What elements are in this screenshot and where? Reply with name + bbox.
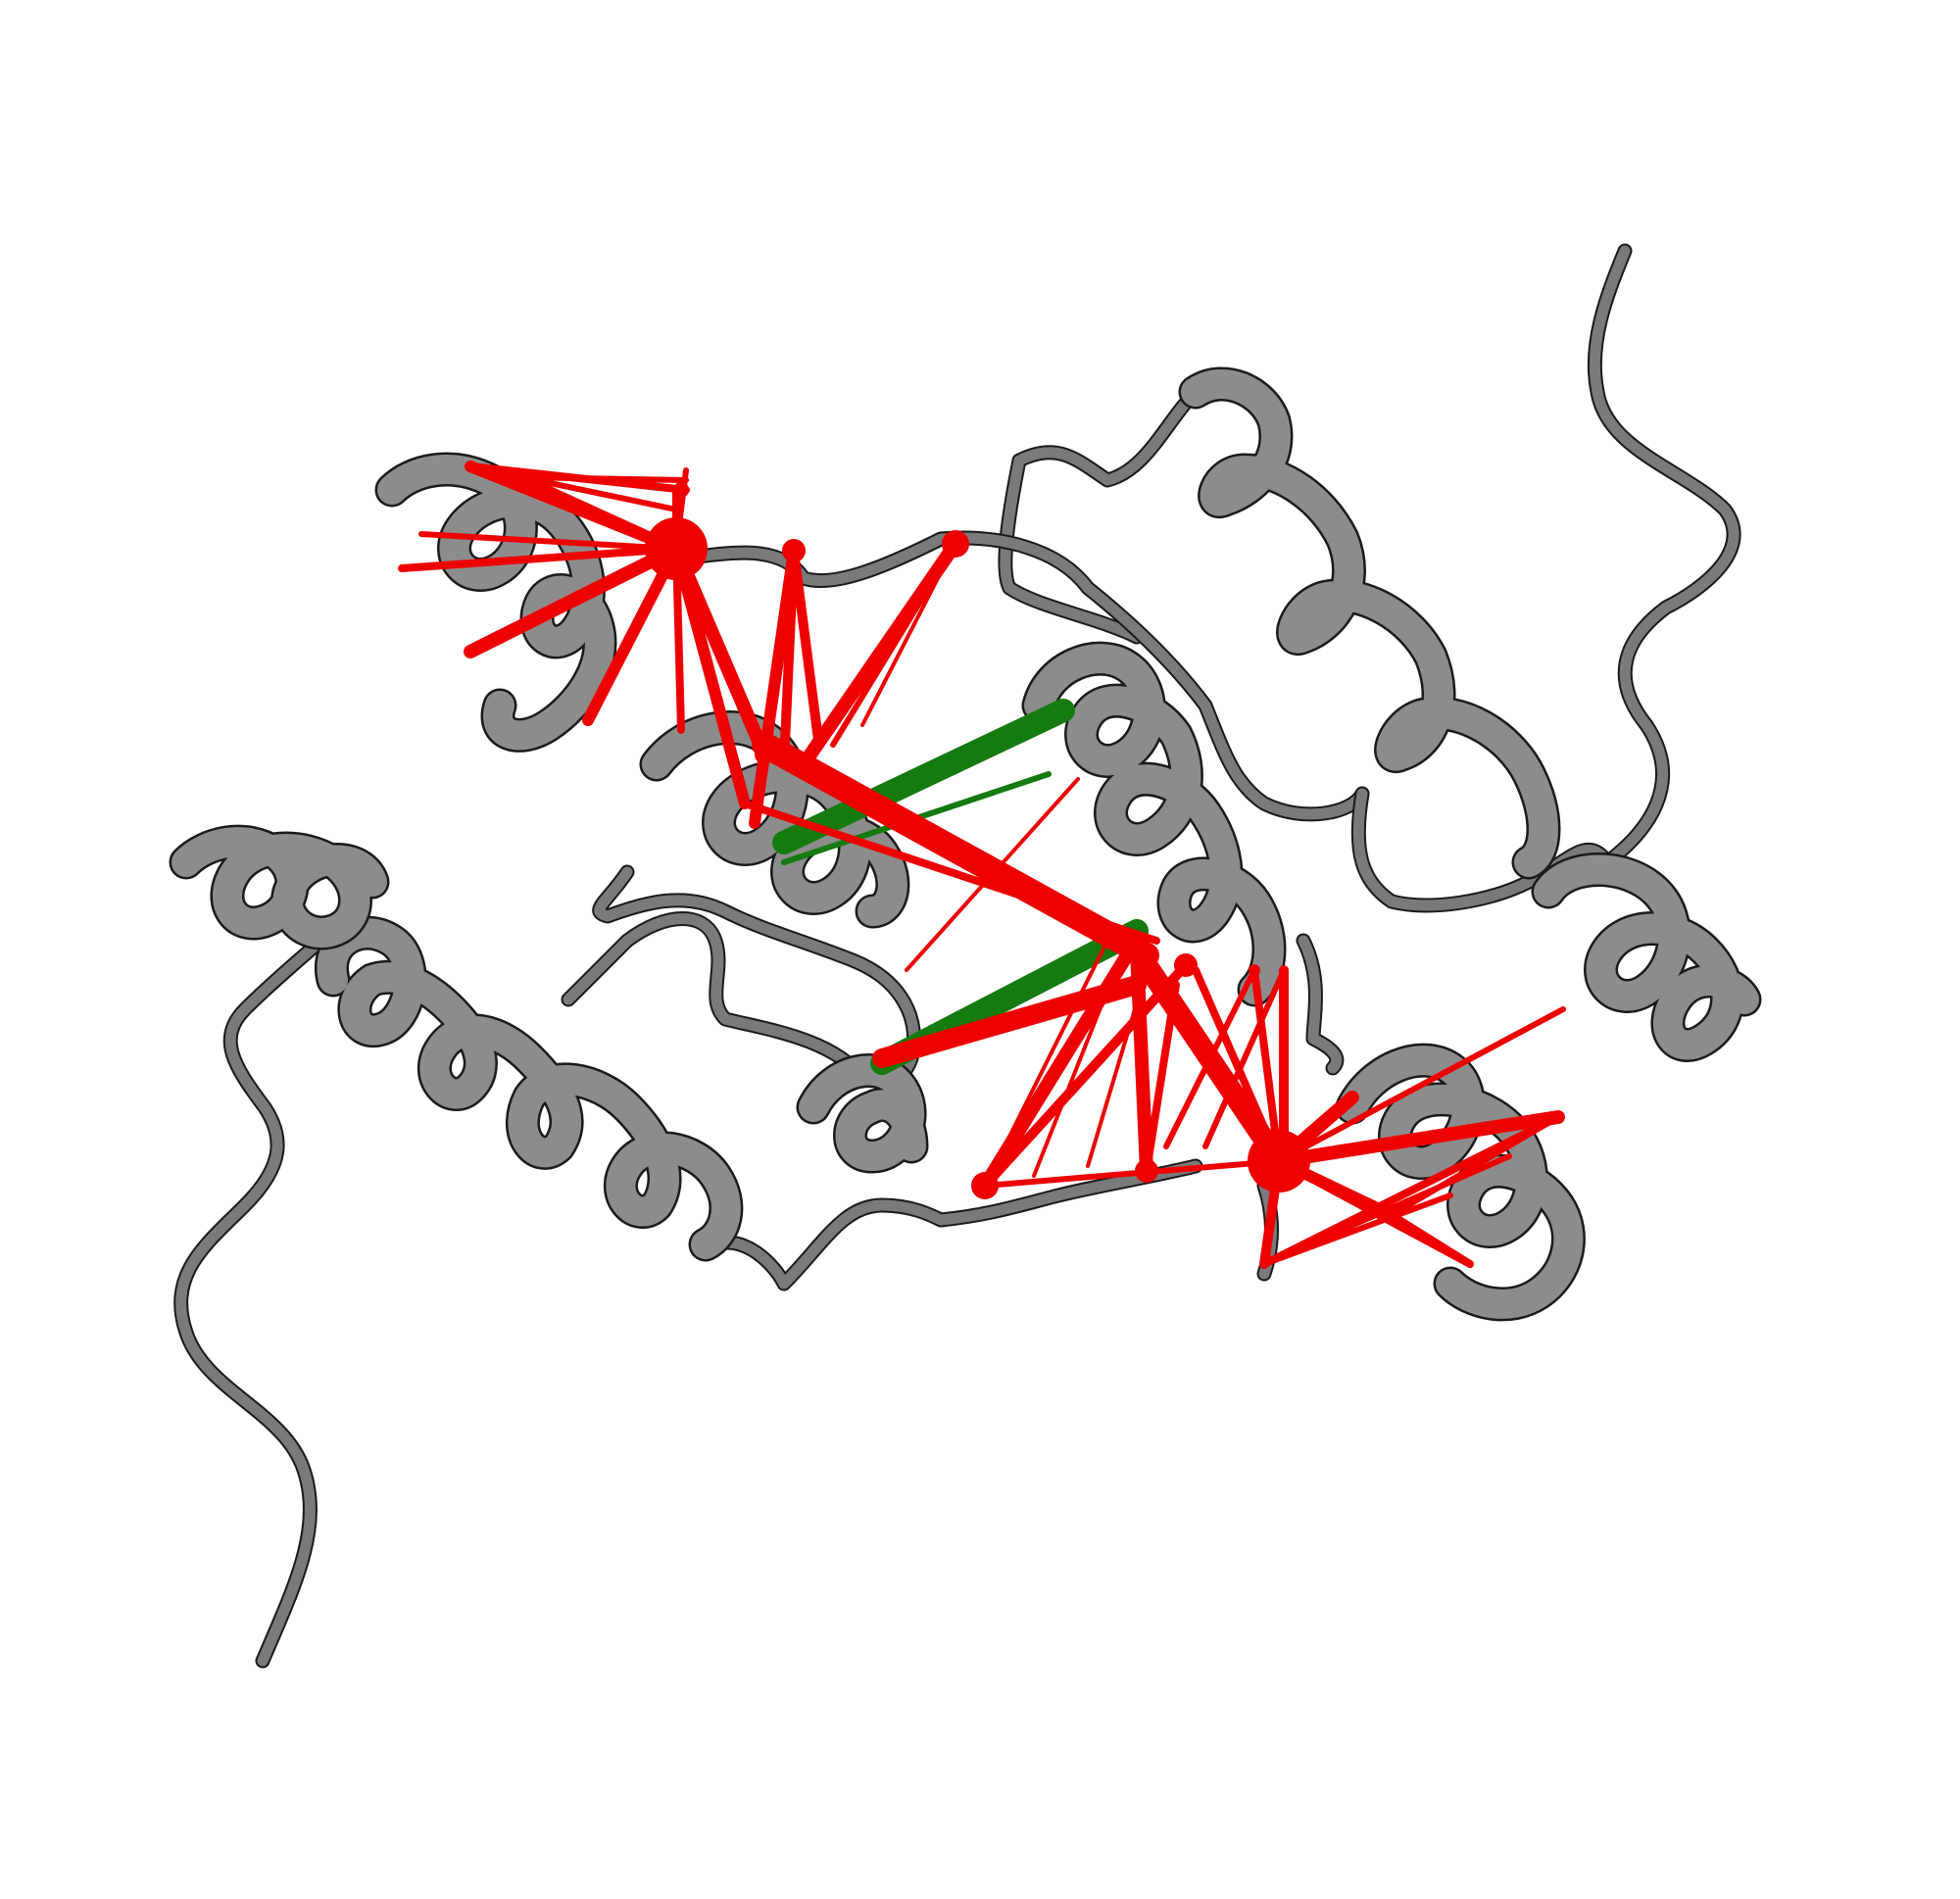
- hub-node-upper: [645, 517, 708, 580]
- helix-upper-left: [374, 452, 617, 753]
- helix-center: [1021, 641, 1287, 1007]
- contact-edges-red: [398, 461, 1566, 1269]
- helix-right: [1531, 852, 1762, 1062]
- hub-node-lower: [1248, 1130, 1310, 1193]
- helix-small-center-bottom: [796, 1053, 929, 1174]
- helix-far-left: [169, 824, 390, 950]
- contact-nodes: [645, 482, 1564, 1199]
- helix-lower-left: [315, 915, 744, 1262]
- helix-upper-right: [1178, 366, 1561, 880]
- helix-lower-right: [1335, 1043, 1586, 1322]
